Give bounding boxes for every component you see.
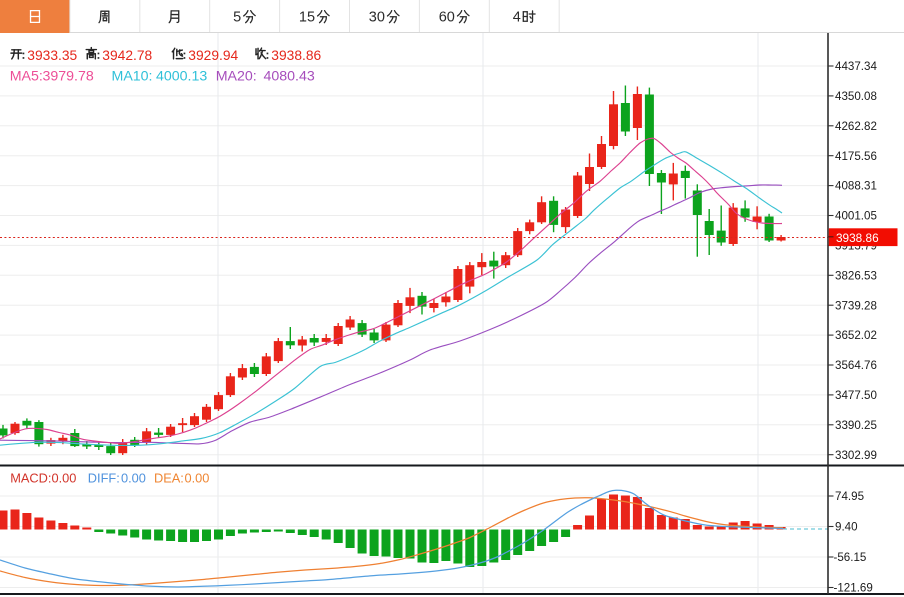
svg-text:3979.78: 3979.78: [43, 68, 94, 84]
svg-text:3942.78: 3942.78: [102, 48, 152, 63]
svg-text:4437.34: 4437.34: [835, 60, 877, 73]
svg-text:4080.43: 4080.43: [264, 68, 315, 84]
svg-text:9.40: 9.40: [835, 521, 858, 534]
svg-text:0.00: 0.00: [52, 471, 77, 486]
svg-text:MACD:: MACD:: [10, 471, 51, 486]
svg-text:0.00: 0.00: [121, 471, 146, 486]
svg-text:-56.15: -56.15: [834, 551, 867, 564]
svg-text:3826.53: 3826.53: [835, 269, 877, 282]
svg-text:3938.86: 3938.86: [836, 231, 879, 245]
svg-text:4000.13: 4000.13: [156, 68, 207, 84]
svg-text:0.00: 0.00: [185, 471, 210, 486]
svg-text:4262.82: 4262.82: [835, 120, 877, 133]
svg-text:4: 4: [513, 10, 521, 26]
svg-text:DEA:: DEA:: [154, 471, 184, 486]
svg-text:4001.05: 4001.05: [835, 210, 877, 223]
svg-text:MA20:: MA20:: [216, 68, 257, 84]
svg-text:DIFF:: DIFF:: [88, 471, 120, 486]
svg-text:3929.94: 3929.94: [188, 48, 238, 63]
svg-text:3933.35: 3933.35: [27, 48, 77, 63]
svg-text:4088.31: 4088.31: [835, 180, 877, 193]
svg-text:3477.50: 3477.50: [835, 389, 877, 402]
svg-text:3938.86: 3938.86: [271, 48, 321, 63]
svg-text:3739.28: 3739.28: [835, 299, 877, 312]
svg-text:3652.02: 3652.02: [835, 329, 877, 342]
svg-text:MA5:: MA5:: [10, 68, 43, 84]
svg-text:4175.56: 4175.56: [835, 150, 877, 163]
svg-text:15: 15: [299, 10, 315, 26]
svg-text:4350.08: 4350.08: [835, 90, 877, 103]
svg-text:74.95: 74.95: [835, 490, 864, 503]
svg-text:3564.76: 3564.76: [835, 359, 877, 372]
svg-text:60: 60: [439, 10, 455, 26]
svg-text:3302.99: 3302.99: [835, 449, 877, 462]
svg-text:3390.25: 3390.25: [835, 419, 877, 432]
svg-text:MA10:: MA10:: [112, 68, 153, 84]
svg-text:-121.69: -121.69: [834, 582, 873, 595]
svg-text:5: 5: [233, 10, 241, 26]
svg-text:30: 30: [369, 10, 385, 26]
